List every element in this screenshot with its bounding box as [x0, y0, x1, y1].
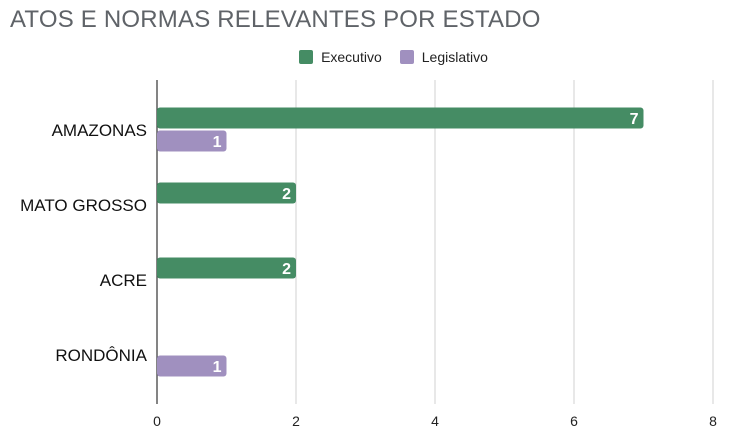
data-label: 1 — [213, 359, 222, 376]
x-tick-label: 6 — [570, 413, 578, 429]
chart-title: ATOS E NORMAS RELEVANTES POR ESTADO — [10, 6, 541, 33]
legend-swatch-legislativo — [399, 50, 414, 64]
bar-legislativo — [157, 130, 227, 152]
bar-executivo — [157, 107, 644, 129]
legend-label-legislativo: Legislativo — [421, 49, 488, 65]
category-label: RONDÔNIA — [55, 346, 147, 365]
legend-label-executivo: Executivo — [321, 49, 382, 65]
legend: Executivo Legislativo — [0, 47, 751, 67]
category-label: ACRE — [100, 271, 147, 290]
x-tick-label: 8 — [709, 413, 717, 429]
x-tick-label: 4 — [431, 413, 439, 429]
x-tick-label: 0 — [153, 413, 161, 429]
bar-executivo — [157, 182, 296, 204]
bar-executivo — [157, 257, 296, 279]
data-label: 1 — [213, 134, 222, 151]
legend-swatch-executivo — [299, 50, 314, 64]
category-label: MATO GROSSO — [20, 196, 147, 215]
x-tick-label: 2 — [292, 413, 300, 429]
data-label: 2 — [282, 186, 291, 203]
data-label: 2 — [282, 261, 291, 278]
legend-item-executivo[interactable]: Executivo — [299, 49, 382, 65]
legend-item-legislativo[interactable]: Legislativo — [399, 49, 488, 65]
bar-legislativo — [157, 355, 227, 377]
category-label: AMAZONAS — [52, 121, 147, 140]
data-label: 7 — [630, 111, 639, 128]
